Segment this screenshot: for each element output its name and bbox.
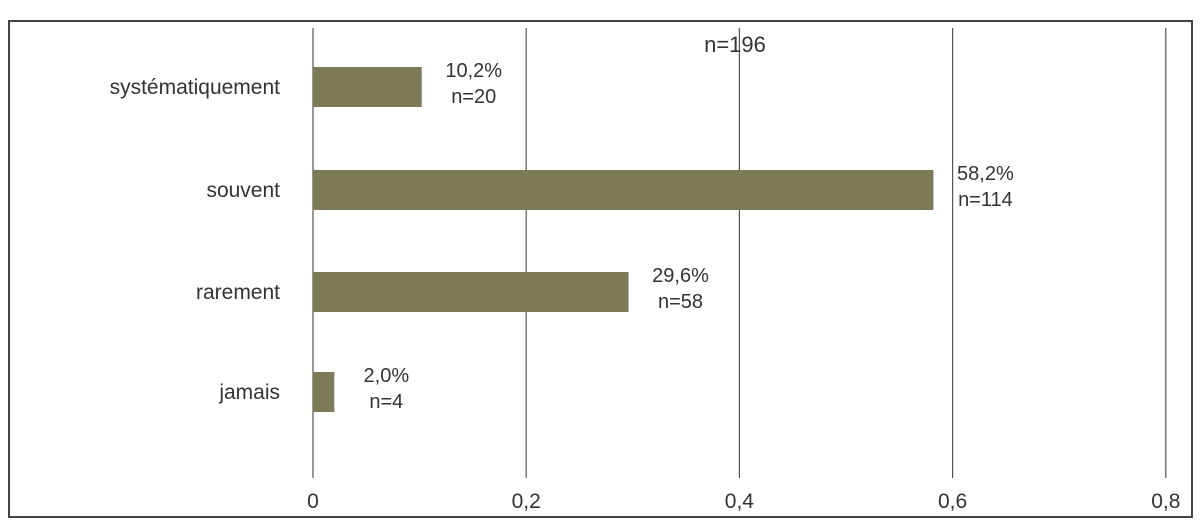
chart-frame xyxy=(8,20,1193,518)
data-label-pct-1: 58,2% xyxy=(957,163,1014,185)
bar-1 xyxy=(313,170,934,210)
bar-3 xyxy=(313,372,335,412)
category-label-3: jamais xyxy=(218,381,280,404)
data-label-pct-0: 10,2% xyxy=(445,60,502,82)
category-label-2: rarement xyxy=(196,281,280,304)
x-tick-label-3: 0,6 xyxy=(938,490,967,513)
category-label-0: systématiquement xyxy=(110,76,281,99)
x-tick-label-2: 0,4 xyxy=(725,490,755,513)
bars xyxy=(313,67,934,412)
bar-2 xyxy=(313,272,629,312)
x-tick-label-4: 0,8 xyxy=(1151,490,1180,513)
category-label-1: souvent xyxy=(206,179,280,202)
data-label-n-3: n=4 xyxy=(369,391,403,413)
data-label-pct-3: 2,0% xyxy=(364,365,410,387)
chart-title: n=196 xyxy=(704,32,766,57)
x-tick-label-0: 0 xyxy=(307,490,319,513)
labels: 0 0,2 0,4 0,6 0,8 systématiquement 10,2% n=20 so… xyxy=(110,60,1181,513)
x-tick-label-1: 0,2 xyxy=(512,490,541,513)
bar-0 xyxy=(313,67,422,107)
data-label-pct-2: 29,6% xyxy=(652,265,709,287)
data-label-n-0: n=20 xyxy=(451,86,496,108)
data-label-n-1: n=114 xyxy=(958,189,1013,211)
data-label-n-2: n=58 xyxy=(658,291,703,313)
